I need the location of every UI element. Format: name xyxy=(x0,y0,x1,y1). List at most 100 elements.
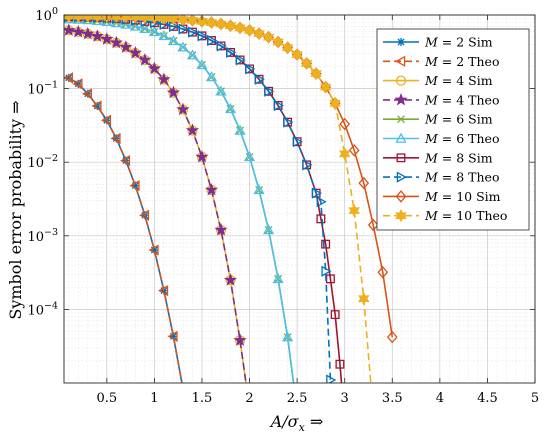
data-point xyxy=(129,180,140,192)
data-point xyxy=(139,209,150,221)
y-tick-label: 10−2 xyxy=(27,153,58,171)
data-point xyxy=(100,114,112,126)
data-point xyxy=(332,417,340,426)
data-point xyxy=(178,23,189,35)
data-point xyxy=(186,15,199,27)
data-point xyxy=(281,41,294,55)
data-point xyxy=(148,244,159,256)
data-point xyxy=(150,246,159,255)
data-point xyxy=(119,40,133,53)
data-point xyxy=(158,30,170,41)
data-point xyxy=(90,29,104,42)
data-point xyxy=(167,35,180,46)
series-line-m-2-theo xyxy=(68,77,183,383)
data-point xyxy=(139,22,151,34)
data-point xyxy=(71,24,85,38)
data-point xyxy=(300,56,313,71)
data-point xyxy=(319,80,332,94)
data-point xyxy=(234,21,246,35)
x-axis-label: A/σx ⇒ xyxy=(269,412,324,434)
x-tick-label: 1 xyxy=(150,391,158,406)
data-point xyxy=(205,15,218,30)
legend-label: M = 4 Sim xyxy=(424,73,493,88)
data-point xyxy=(188,26,199,38)
data-point xyxy=(224,19,237,33)
data-point xyxy=(72,15,85,23)
data-point xyxy=(316,214,326,224)
y-tick-label: 10−4 xyxy=(27,300,58,318)
legend-label: M = 6 Theo xyxy=(424,131,499,146)
data-point xyxy=(183,414,191,423)
data-point xyxy=(223,273,238,286)
data-point xyxy=(272,35,284,49)
x-tick-label: 2.5 xyxy=(287,391,308,406)
x-tick-label: 4.5 xyxy=(477,391,498,406)
legend-marker xyxy=(395,132,407,143)
data-point xyxy=(64,15,75,23)
data-point xyxy=(264,85,275,97)
legend-entry-m-8-sim: M = 8 Sim xyxy=(383,150,493,165)
data-point xyxy=(197,30,208,42)
data-point xyxy=(128,45,142,59)
data-point xyxy=(196,15,208,28)
data-point xyxy=(214,223,228,236)
data-point xyxy=(64,23,76,36)
data-point xyxy=(207,34,218,47)
data-point xyxy=(338,147,351,161)
legend-entry-m-4-sim: M = 4 Sim xyxy=(383,73,493,88)
legend-label: M = 10 Sim xyxy=(424,189,501,204)
legend-entry-m-8-theo: M = 8 Theo xyxy=(383,170,499,185)
data-point xyxy=(91,15,104,23)
x-tick-label: 3 xyxy=(341,391,349,406)
data-point xyxy=(216,40,227,52)
legend-entry-m-2-sim: M = 2 Sim xyxy=(383,35,493,50)
series-m-10-theo xyxy=(64,15,372,383)
legend: M = 2 Sim M = 2 Theo M = 4 Sim M = 4 Theo M … xyxy=(376,28,530,231)
data-point xyxy=(158,285,169,297)
legend-label: M = 4 Theo xyxy=(424,92,499,107)
data-point xyxy=(195,149,209,163)
legend-marker xyxy=(397,38,405,46)
series-m-4-theo xyxy=(64,23,247,383)
legend-entry-m-10-theo: M = 10 Theo xyxy=(383,208,507,223)
data-point xyxy=(253,26,265,41)
series-layer xyxy=(64,15,398,426)
data-point xyxy=(129,20,141,31)
y-tick-label: 10−3 xyxy=(27,227,58,245)
data-point xyxy=(196,59,208,70)
legend-marker xyxy=(395,190,407,203)
data-point xyxy=(176,102,190,116)
legend-entry-m-10-sim: M = 10 Sim xyxy=(383,189,501,204)
data-point xyxy=(148,26,160,37)
data-point xyxy=(358,176,370,190)
data-point xyxy=(215,17,227,31)
data-point xyxy=(245,63,256,75)
data-point xyxy=(326,374,337,383)
data-point xyxy=(339,117,351,131)
data-point xyxy=(138,52,152,66)
y-tick-label: 100 xyxy=(35,6,58,24)
data-point xyxy=(177,15,189,27)
data-point xyxy=(310,66,322,81)
data-point xyxy=(233,333,247,346)
series-m-2-theo xyxy=(64,72,191,423)
data-point xyxy=(283,116,294,128)
x-tick-label: 1.5 xyxy=(192,391,213,406)
legend-marker xyxy=(395,55,406,67)
legend-marker xyxy=(394,92,408,106)
data-point xyxy=(254,73,265,85)
data-point xyxy=(205,71,218,82)
data-point xyxy=(335,359,345,369)
data-point xyxy=(82,15,94,23)
data-point xyxy=(91,15,103,26)
data-point xyxy=(243,151,256,162)
data-point xyxy=(357,291,370,306)
data-point xyxy=(177,41,189,52)
x-tick-label: 0.5 xyxy=(96,391,117,406)
data-point xyxy=(282,331,294,342)
data-point xyxy=(185,123,200,137)
data-point xyxy=(157,72,171,86)
data-point xyxy=(120,155,131,167)
data-point xyxy=(187,382,188,383)
legend-entry-m-2-theo: M = 2 Theo xyxy=(383,54,499,69)
